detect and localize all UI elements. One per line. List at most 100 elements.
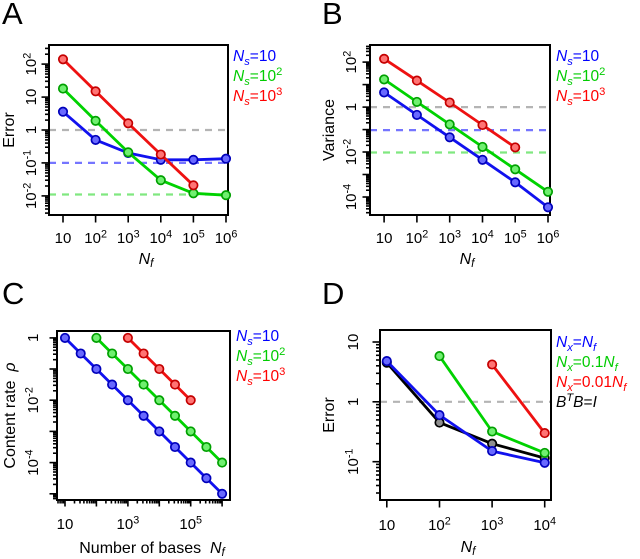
data-point <box>107 348 118 359</box>
data-point <box>90 134 101 145</box>
series-Ns-10-2 <box>91 332 228 468</box>
series-Ns-10-2 <box>57 83 232 201</box>
panel-c: 10 103 105 1 10-2 10-4 Number of bases Nf Conte… <box>0 276 320 559</box>
series-Nx-0-01Nf <box>487 359 550 439</box>
legend-entry: Ns=102 <box>236 345 286 369</box>
panel-letter-c: C <box>2 276 25 311</box>
data-point <box>90 115 101 126</box>
panel-letter-d: D <box>322 276 345 311</box>
data-point <box>381 356 392 367</box>
svg-text:103: 103 <box>117 514 140 533</box>
legend-entry: Nx=0.1Nf <box>556 354 618 375</box>
data-point <box>169 379 181 390</box>
svg-text:102: 102 <box>428 515 451 534</box>
svg-text:104: 104 <box>533 515 556 534</box>
legend-entry: Ns=10 <box>236 328 280 349</box>
panel-letter-b: B <box>322 0 343 31</box>
legend-d: Nx=Nf Nx=0.1Nf Nx=0.01Nf BTB=I <box>556 333 626 413</box>
svg-text:10-2: 10-2 <box>23 387 42 413</box>
data-point <box>434 410 445 421</box>
reference-lines <box>370 105 550 154</box>
svg-text:102: 102 <box>21 53 40 76</box>
data-point <box>539 447 550 458</box>
svg-text:10-2: 10-2 <box>21 183 40 209</box>
data-point <box>487 446 498 457</box>
svg-text:102: 102 <box>84 228 107 247</box>
data-point <box>539 428 550 439</box>
data-point <box>220 190 232 201</box>
chart-c: 10 103 105 1 10-2 10-4 Number of bases Nf Conte… <box>2 330 231 559</box>
data-point <box>510 142 521 153</box>
data-point <box>542 186 554 197</box>
svg-text:1: 1 <box>25 334 42 342</box>
legend-entry: Nx=0.01Nf <box>556 374 627 395</box>
data-point <box>91 332 102 343</box>
data-point <box>201 473 212 484</box>
legend-entry: Ns=10 <box>556 48 600 69</box>
data-point <box>155 175 166 186</box>
tick-labels: 10 102 103 104 105 106 102 1 10-2 10-4 <box>341 51 559 247</box>
data-point <box>188 154 199 165</box>
data-point <box>90 86 101 97</box>
series-Ns-10 <box>57 106 232 165</box>
data-point <box>59 332 71 343</box>
chart-a: 10 102 103 104 105 106 102 10 1 10-1 10-2 Nf Error <box>1 44 237 270</box>
x-axis-label: Nf <box>461 539 478 558</box>
legend-entry: Ns=103 <box>233 85 283 109</box>
data-point <box>123 147 134 158</box>
svg-text:104: 104 <box>149 228 172 247</box>
data-point <box>487 359 498 370</box>
axis-ticks <box>41 47 227 223</box>
svg-text:1: 1 <box>345 398 362 406</box>
series-Nx-0-1Nf <box>434 351 550 458</box>
y-axis-label: Variance <box>321 99 338 161</box>
data-point <box>169 441 181 453</box>
series-Ns-10-3 <box>379 53 521 153</box>
data-point <box>57 83 69 94</box>
legend-entry: Ns=102 <box>233 65 283 89</box>
data-point <box>379 74 390 85</box>
series-Ns-10-3 <box>122 332 196 406</box>
data-point <box>379 53 390 64</box>
axis-ticks <box>49 337 223 507</box>
svg-text:10-4: 10-4 <box>23 449 42 475</box>
svg-text:10: 10 <box>57 516 74 533</box>
legend-entry: Nx=Nf <box>556 334 597 355</box>
data-point <box>138 348 149 359</box>
series-Ns-10-2 <box>379 74 554 197</box>
data-point <box>201 441 212 453</box>
data-point <box>57 106 69 117</box>
data-point <box>57 54 69 65</box>
data-point <box>155 149 166 160</box>
tick-labels: 10 102 103 104 105 106 102 10 1 10-1 10-2 <box>21 53 237 247</box>
data-point <box>379 87 390 98</box>
axis-ticks <box>372 341 546 508</box>
legend-a: Ns=10 Ns=102 Ns=103 <box>233 47 283 109</box>
x-axis-label: Number of bases Nf <box>79 540 226 559</box>
svg-text:10: 10 <box>23 89 40 106</box>
data-point <box>169 410 181 421</box>
data-point <box>539 457 550 468</box>
data-point <box>220 153 232 164</box>
svg-text:106: 106 <box>215 228 238 247</box>
svg-text:106: 106 <box>537 228 560 247</box>
data-point <box>91 363 102 375</box>
data-point <box>444 97 455 108</box>
data-point <box>154 363 165 375</box>
y-axis-label: Error <box>1 112 18 148</box>
data-point <box>122 363 133 375</box>
data-point <box>138 379 149 390</box>
data-point <box>510 177 521 188</box>
legend-entry: BTB=I <box>556 391 597 411</box>
data-point <box>188 180 199 191</box>
svg-text:104: 104 <box>471 228 494 247</box>
data-point <box>122 332 133 343</box>
data-point <box>477 119 488 131</box>
data-point <box>185 457 196 468</box>
svg-text:105: 105 <box>179 514 202 533</box>
data-point <box>138 410 149 421</box>
data-point <box>411 75 422 86</box>
panel-b: 10 102 103 104 105 106 102 1 10-2 10-4 Nf Variance … <box>320 0 640 280</box>
data-point <box>487 426 498 437</box>
